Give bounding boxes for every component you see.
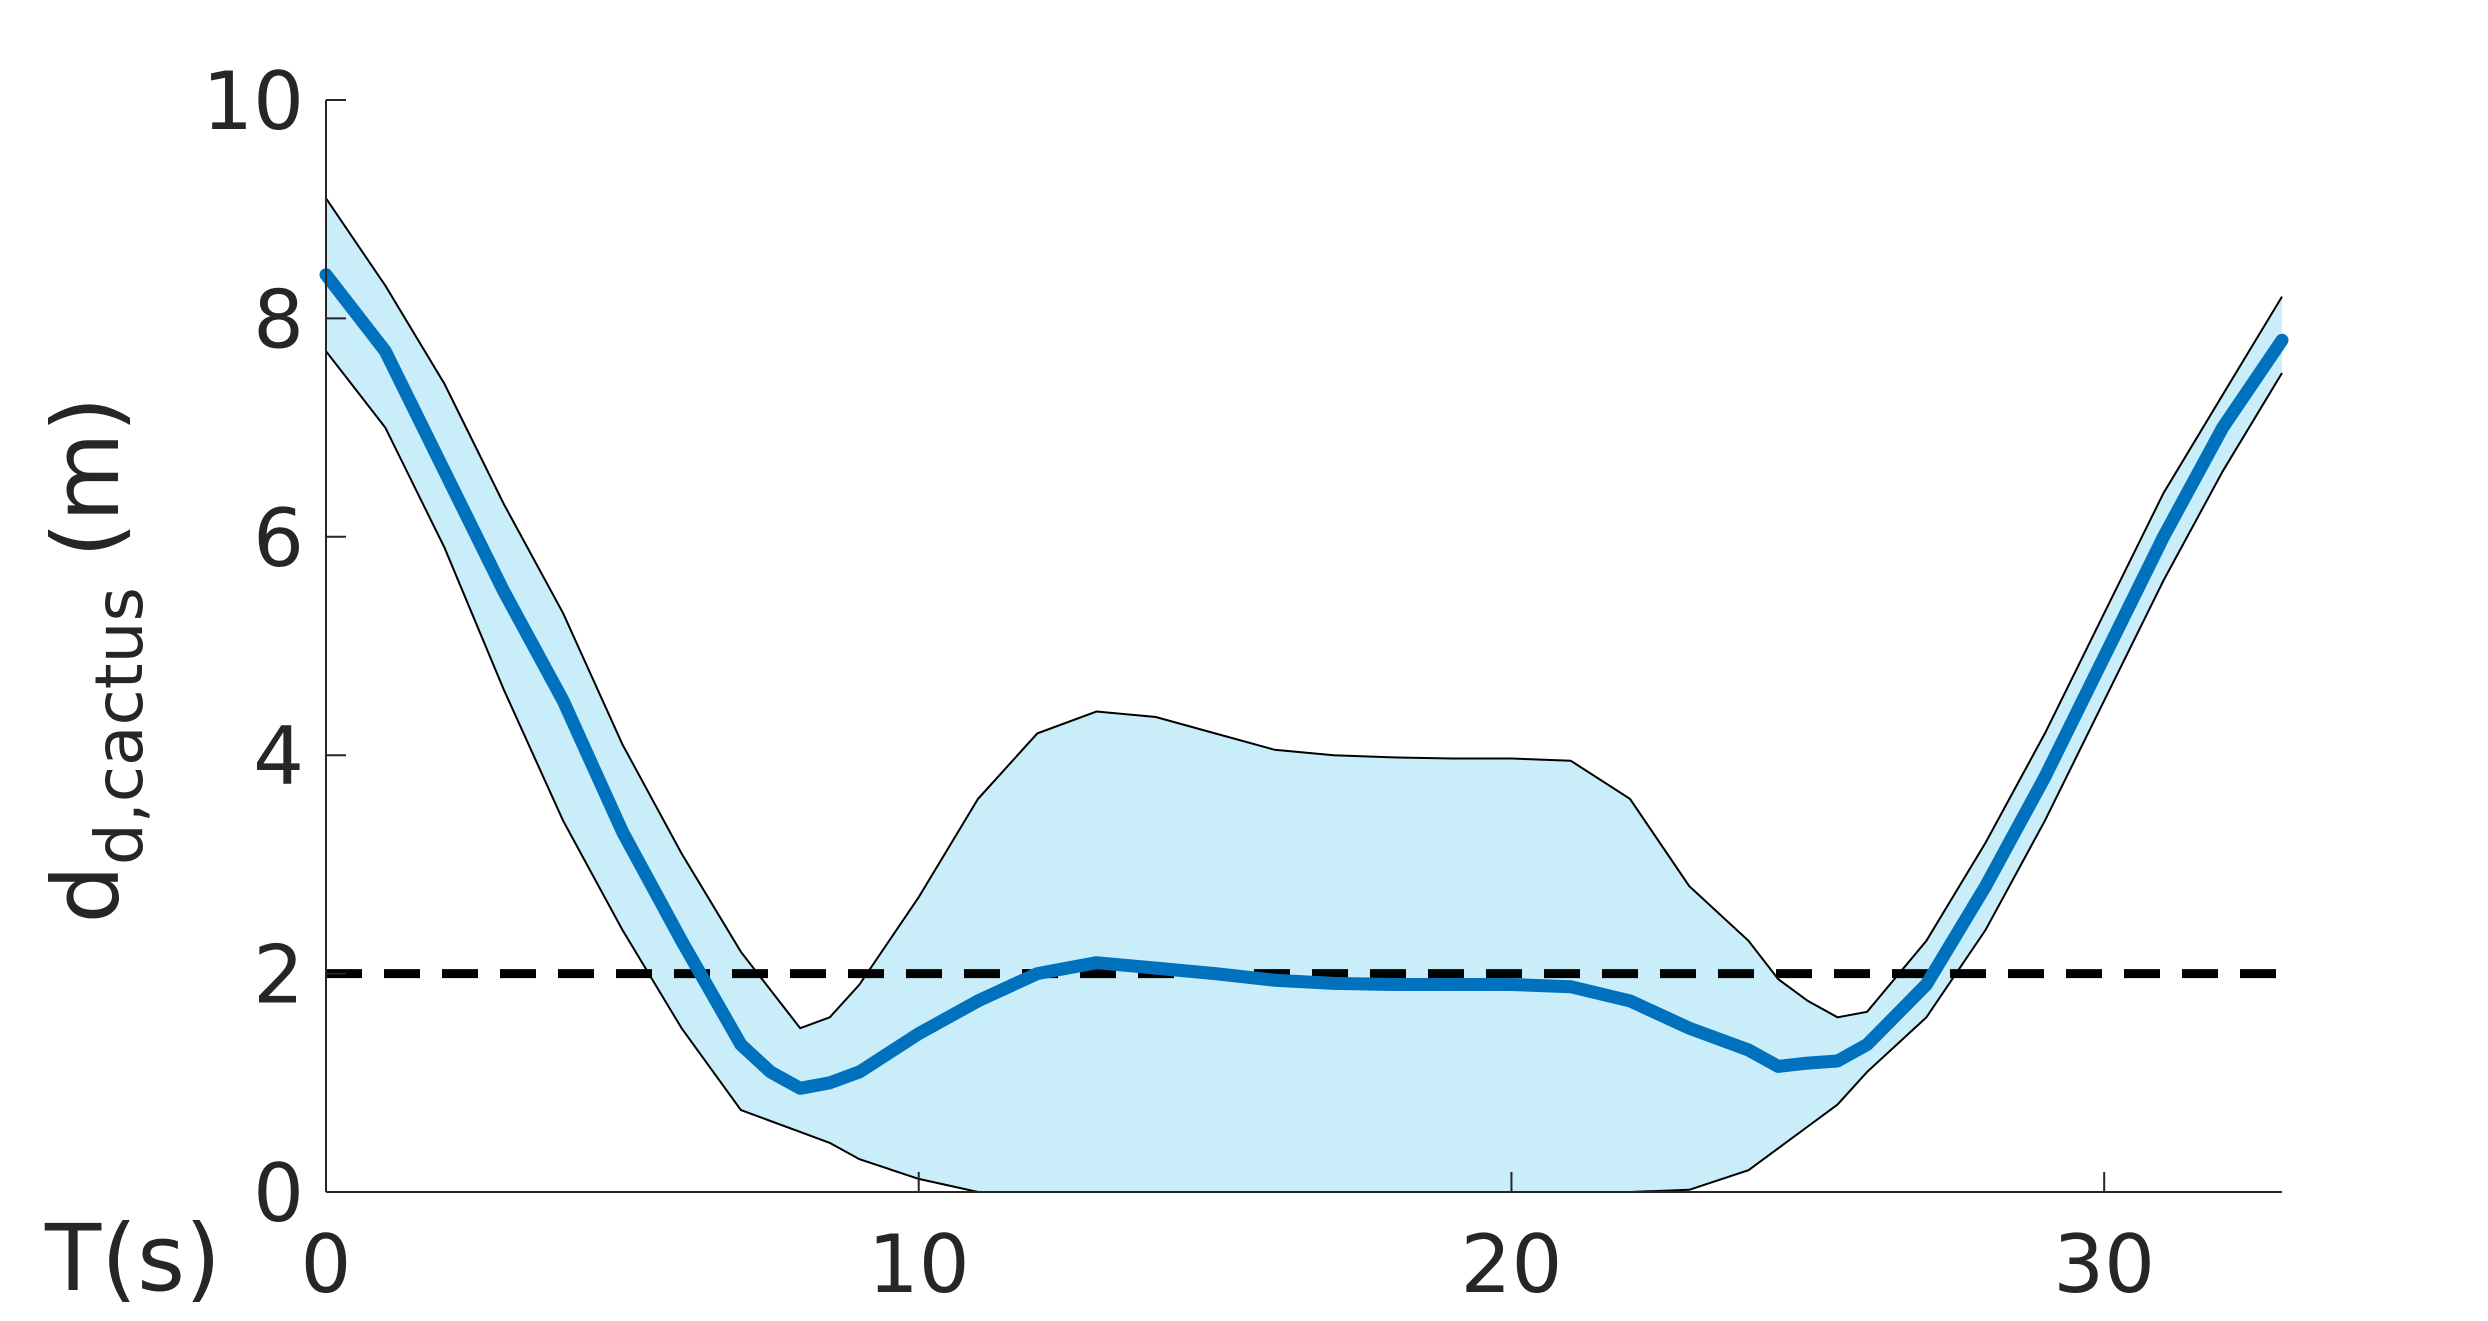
y-axis-label-main: d <box>33 865 140 923</box>
upper-bound-line <box>325 197 2283 1030</box>
y-tick-label: 2 <box>253 929 304 1022</box>
x-tick-label: 10 <box>868 1218 970 1311</box>
y-tick-label: 4 <box>253 710 304 803</box>
y-axis-label-subscript: d,cactus <box>81 587 158 865</box>
x-unit-label: T(s) <box>44 1205 221 1312</box>
mean-line <box>319 268 2289 1095</box>
x-tick-label: 20 <box>1461 1218 1563 1311</box>
y-tick-label: 6 <box>253 492 304 585</box>
tick-labels: 0 2 4 6 8 10 0 10 20 30 <box>202 55 2155 1311</box>
svg-text:dd,cactus (m): dd,cactus (m) <box>33 396 158 923</box>
x-tick-label: 30 <box>2053 1218 2155 1311</box>
y-tick-label: 8 <box>253 273 304 366</box>
y-axis-label: dd,cactus (m) <box>33 396 158 923</box>
mean-line-layer <box>319 268 2289 1095</box>
confidence-band-layer <box>325 197 2283 1193</box>
x-tick-label: 0 <box>301 1218 352 1311</box>
y-axis-label-unit: (m) <box>33 396 140 587</box>
confidence-band <box>326 198 2282 1193</box>
y-tick-label: 0 <box>253 1147 304 1240</box>
y-tick-label: 10 <box>202 55 304 148</box>
axes <box>325 99 2282 1193</box>
